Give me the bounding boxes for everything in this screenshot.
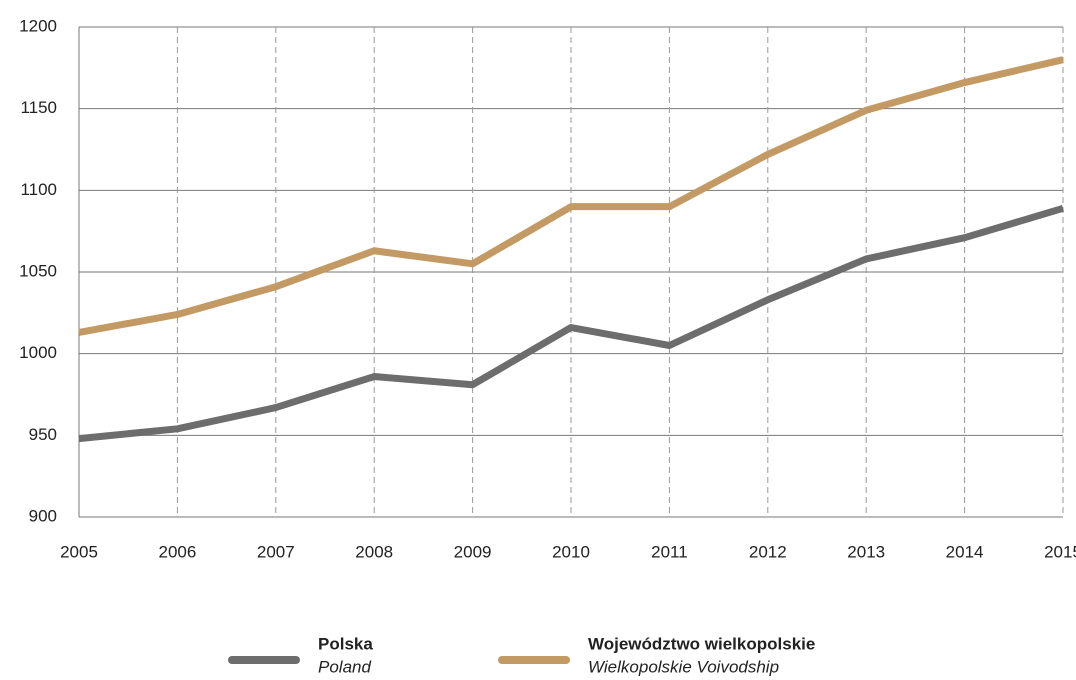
x-tick-label: 2012 xyxy=(749,542,787,561)
x-tick-label: 2011 xyxy=(651,542,688,561)
y-tick-label: 1000 xyxy=(19,343,57,362)
legend-sublabel: Wielkopolskie Voivodship xyxy=(588,657,779,676)
x-tick-label: 2005 xyxy=(60,542,98,561)
x-tick-label: 2009 xyxy=(454,542,492,561)
legend-label: Województwo wielkopolskie xyxy=(588,634,815,653)
series-line xyxy=(78,204,1065,443)
y-tick-label: 1050 xyxy=(19,261,57,280)
legend-label: Polska xyxy=(318,634,373,653)
y-tick-label: 1100 xyxy=(20,180,57,199)
x-tick-label: 2006 xyxy=(158,542,196,561)
x-tick-label: 2007 xyxy=(257,542,295,561)
x-tick-label: 2013 xyxy=(847,542,885,561)
x-tick-label: 2014 xyxy=(946,542,984,561)
x-tick-label: 2010 xyxy=(552,542,590,561)
y-tick-label: 1150 xyxy=(20,98,57,117)
series-line xyxy=(78,56,1064,336)
y-tick-label: 950 xyxy=(29,425,57,444)
legend-sublabel: Poland xyxy=(318,657,371,676)
y-tick-label: 1200 xyxy=(19,16,57,35)
x-tick-label: 2008 xyxy=(355,542,393,561)
y-tick-label: 900 xyxy=(29,506,57,525)
x-tick-label: 2015 xyxy=(1044,542,1076,561)
